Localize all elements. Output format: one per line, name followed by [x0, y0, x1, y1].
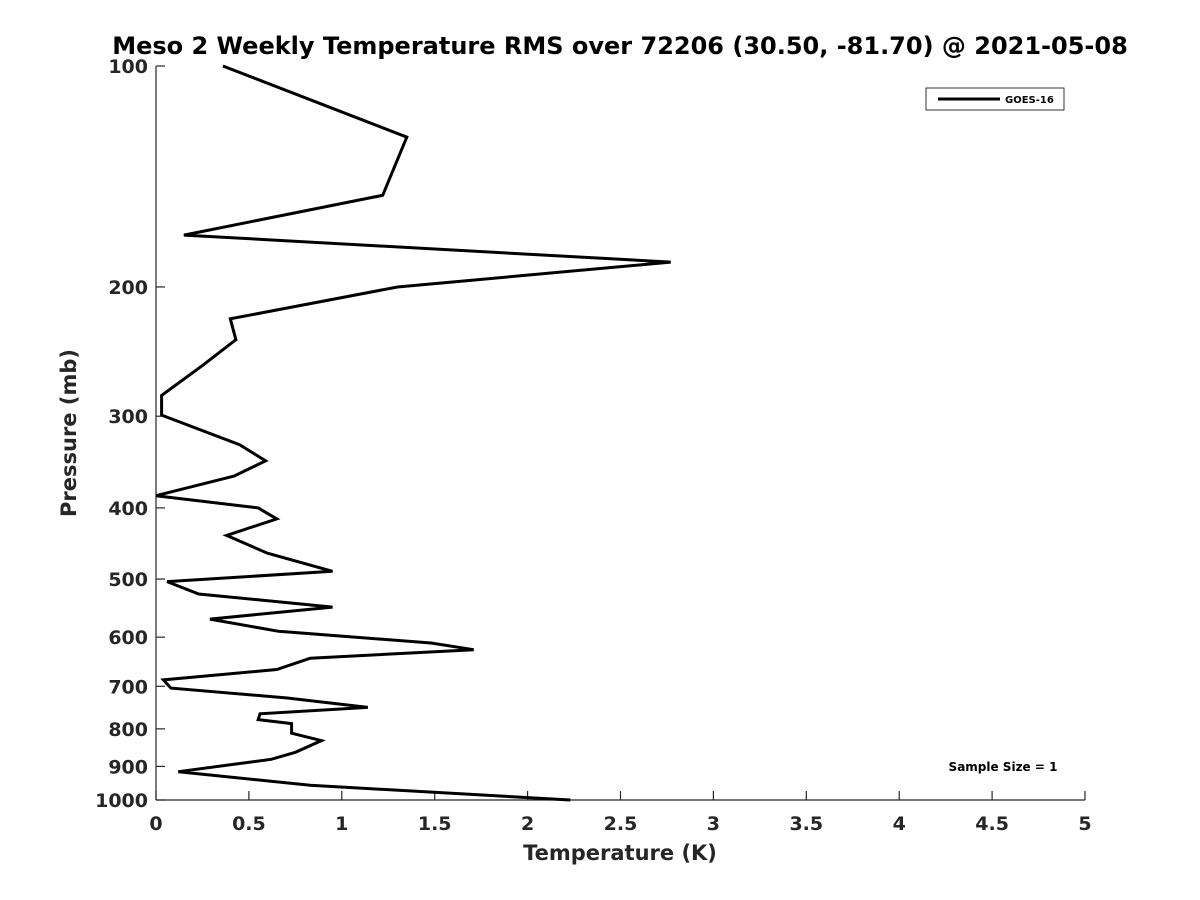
- x-tick-label: 3: [707, 813, 720, 835]
- x-tick-label: 2.5: [604, 813, 638, 835]
- y-ticks: 100 200 300 400 500 600 700 800 900 1000: [95, 56, 165, 812]
- y-tick-label: 600: [108, 627, 148, 649]
- x-tick-label: 0: [149, 813, 162, 835]
- y-tick-label: 700: [108, 676, 148, 698]
- y-tick-label: 900: [108, 756, 148, 778]
- x-tick-label: 1.5: [418, 813, 452, 835]
- y-tick-label: 100: [108, 56, 148, 78]
- y-tick-label: 200: [108, 277, 148, 299]
- y-tick-label: 400: [108, 498, 148, 520]
- chart-title: Meso 2 Weekly Temperature RMS over 72206…: [112, 32, 1128, 60]
- y-axis-label: Pressure (mb): [57, 349, 81, 517]
- legend: GOES-16: [925, 87, 1065, 111]
- x-ticks: 0 0.5 1 1.5 2 2.5 3 3.5 4 4.5 5: [149, 791, 1092, 835]
- axes: [155, 66, 1085, 801]
- legend-label-goes16: GOES-16: [1005, 95, 1054, 106]
- x-tick-label: 1: [335, 813, 348, 835]
- y-tick-label: 500: [108, 569, 148, 591]
- x-tick-label: 2: [521, 813, 534, 835]
- y-tick-label: 1000: [95, 790, 148, 812]
- x-tick-label: 4.5: [975, 813, 1009, 835]
- sample-size-annotation: Sample Size = 1: [949, 760, 1058, 774]
- series-line-goes16: [155, 64, 671, 802]
- y-tick-label: 300: [108, 406, 148, 428]
- x-tick-label: 0.5: [232, 813, 266, 835]
- series-group: [155, 64, 671, 802]
- x-axis-label: Temperature (K): [523, 841, 717, 865]
- y-tick-label: 800: [108, 719, 148, 741]
- x-tick-label: 4: [893, 813, 906, 835]
- x-tick-label: 3.5: [789, 813, 823, 835]
- x-tick-label: 5: [1078, 813, 1091, 835]
